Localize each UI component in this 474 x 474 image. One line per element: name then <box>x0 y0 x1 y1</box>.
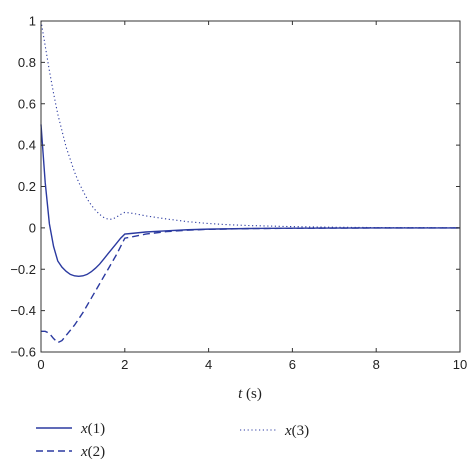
legend-label-index: (2) <box>88 444 106 460</box>
series-line-1 <box>40 124 461 277</box>
legend-label-variable: x <box>284 423 292 439</box>
legend-label: x(3) <box>284 423 309 439</box>
y-tick-label: −0.6 <box>10 345 36 360</box>
x-tick-label: 4 <box>205 357 212 372</box>
legend: x(1)x(2)x(3) <box>36 421 309 460</box>
axis-ticks <box>40 20 461 353</box>
x-tick-label: 8 <box>373 357 380 372</box>
tick-labels: 0 2 4 6 8 10 −0.6 −0.4 −0.2 0 0.2 0.4 0.6 0.8 1 <box>10 14 467 373</box>
x-tick-label: 6 <box>289 357 296 372</box>
x-tick-label: 0 <box>37 357 44 372</box>
plot-frame <box>40 20 461 353</box>
legend-label: x(1) <box>80 421 105 437</box>
series-line-2 <box>41 227 461 344</box>
legend-item-1: x(1) <box>36 421 105 437</box>
legend-item-3: x(3) <box>240 423 309 439</box>
y-tick-label: 0.8 <box>18 55 36 70</box>
x-tick-label: 10 <box>453 357 467 372</box>
legend-label-index: (1) <box>88 421 106 437</box>
legend-label: x(2) <box>80 444 105 460</box>
x-tick-label: 2 <box>121 357 128 372</box>
y-tick-label: 1 <box>29 14 36 29</box>
x-axis-label: t (s) <box>238 386 262 402</box>
y-tick-label: 0.6 <box>18 96 36 111</box>
legend-label-index: (3) <box>292 423 310 439</box>
y-tick-label: 0.2 <box>18 179 36 194</box>
series-line-3 <box>40 20 461 229</box>
x-axis-variable: t <box>238 386 243 402</box>
y-tick-label: −0.2 <box>10 262 36 277</box>
y-tick-label: −0.4 <box>10 303 36 318</box>
plot-series <box>40 20 461 344</box>
x-axis-unit: (s) <box>246 386 262 402</box>
legend-item-2: x(2) <box>36 444 105 460</box>
y-tick-label: 0.4 <box>18 138 36 153</box>
legend-label-variable: x <box>80 444 88 460</box>
y-tick-label: 0 <box>29 220 36 235</box>
legend-label-variable: x <box>80 421 88 437</box>
